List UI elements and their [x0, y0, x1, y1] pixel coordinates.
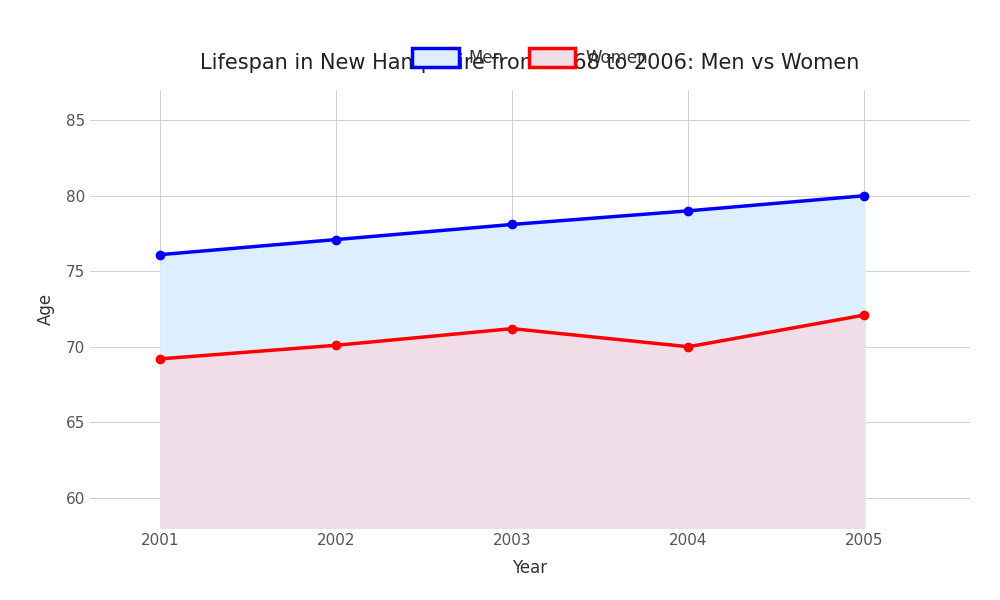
Y-axis label: Age: Age	[37, 293, 55, 325]
Title: Lifespan in New Hampshire from 1968 to 2006: Men vs Women: Lifespan in New Hampshire from 1968 to 2…	[200, 53, 860, 73]
Legend: Men, Women: Men, Women	[405, 41, 655, 74]
X-axis label: Year: Year	[512, 559, 548, 577]
